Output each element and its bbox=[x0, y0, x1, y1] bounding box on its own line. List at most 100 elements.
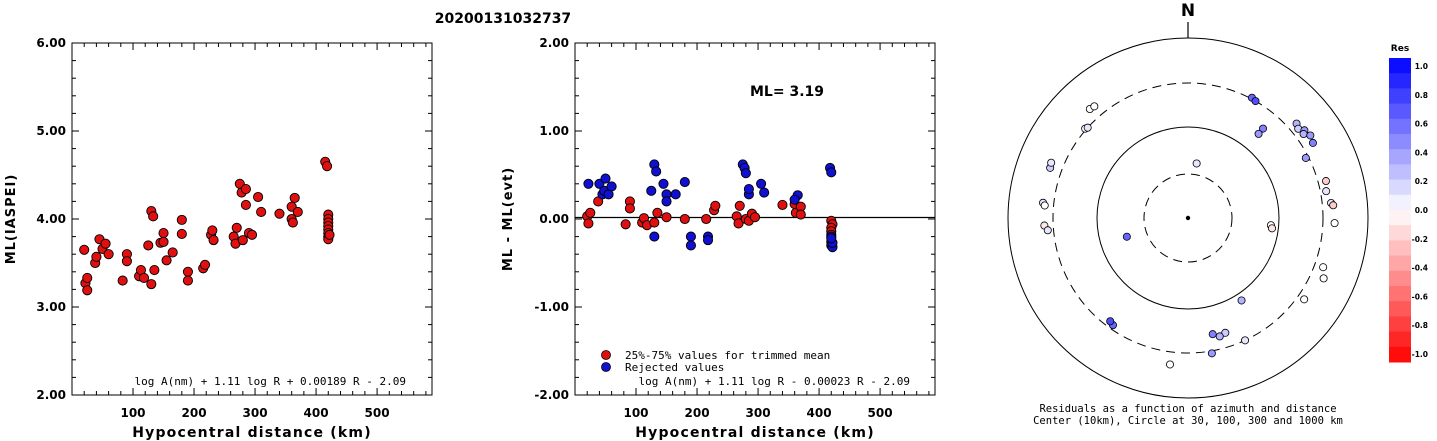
station-marker bbox=[1040, 201, 1049, 210]
data-point-series-0 bbox=[274, 208, 285, 219]
station-marker bbox=[1300, 295, 1309, 304]
colorbar-cell bbox=[1389, 255, 1411, 272]
station-marker bbox=[1322, 187, 1331, 196]
data-point-series-0 bbox=[161, 255, 172, 266]
data-point-series-0 bbox=[734, 200, 745, 211]
colorbar-tick-label: 0.0 bbox=[1415, 206, 1428, 215]
data-point-series-0 bbox=[240, 184, 251, 195]
data-point-series-1 bbox=[600, 173, 611, 184]
plot1-points bbox=[79, 156, 335, 296]
data-point-series-1 bbox=[649, 231, 660, 242]
colorbar-cell bbox=[1389, 346, 1411, 363]
data-point-series-1 bbox=[651, 166, 662, 177]
data-point-series-1 bbox=[670, 189, 681, 200]
colorbar-tick-label: 1.0 bbox=[1415, 62, 1428, 71]
station-marker bbox=[1319, 274, 1328, 283]
station-marker bbox=[1319, 263, 1328, 272]
data-point-series-0 bbox=[207, 225, 218, 236]
data-point-series-0 bbox=[117, 275, 128, 286]
colorbar-tick-label: -0.8 bbox=[1412, 321, 1428, 330]
colorbar-tick-label: -0.4 bbox=[1412, 264, 1428, 273]
y-tick-label: 3.00 bbox=[36, 300, 66, 314]
station-marker bbox=[1237, 296, 1246, 305]
data-point-series-0 bbox=[176, 228, 187, 240]
azimuth-caption-line2: Center (10km), Circle at 30, 100, 300 an… bbox=[1033, 415, 1343, 427]
colorbar-tick-label: -1.0 bbox=[1412, 350, 1428, 359]
y-tick-label: 2.00 bbox=[36, 388, 66, 402]
station-marker bbox=[1215, 332, 1224, 341]
colorbar-cell bbox=[1389, 240, 1411, 257]
colorbar-ticks: 1.0 0.8 0.6 0.4 0.2 0.0 -0.2 -0.4 -0.6 -0.8 -1.0 bbox=[1412, 62, 1428, 359]
colorbar-cell bbox=[1389, 149, 1411, 165]
colorbar-cell bbox=[1389, 103, 1411, 120]
data-point-series-1 bbox=[685, 231, 696, 242]
x-tick-label: 400 bbox=[304, 406, 329, 420]
colorbar-tick-label: -0.6 bbox=[1412, 292, 1428, 301]
data-point-series-1 bbox=[702, 235, 714, 246]
data-point-series-0 bbox=[148, 211, 159, 222]
plot1-ticks: 2.00 3.00 4.00 5.00 6.00 100 200 300 400 500 bbox=[36, 36, 432, 420]
station-marker bbox=[1259, 124, 1268, 133]
x-tick-label: 100 bbox=[120, 406, 145, 420]
data-point-series-0 bbox=[103, 249, 114, 260]
legend-label-rejected: Rejected values bbox=[625, 361, 724, 374]
colorbar-cells bbox=[1389, 58, 1411, 363]
data-point-series-0 bbox=[701, 213, 712, 225]
plot2-ml-annotation: ML= 3.19 bbox=[750, 84, 824, 100]
magnitude-vs-distance-plot: 2.00 3.00 4.00 5.00 6.00 100 200 300 400 500 log … bbox=[4, 36, 433, 441]
data-point-series-0 bbox=[289, 192, 300, 203]
station-marker bbox=[1106, 317, 1115, 326]
data-point-series-0 bbox=[176, 214, 187, 225]
data-point-series-0 bbox=[324, 229, 335, 240]
y-tick-label: 1.00 bbox=[539, 124, 569, 138]
data-point-series-0 bbox=[143, 240, 154, 251]
data-point-series-1 bbox=[756, 178, 767, 189]
data-point-series-0 bbox=[652, 207, 663, 218]
station-markers bbox=[1039, 93, 1339, 369]
data-point-series-0 bbox=[749, 212, 761, 223]
x-tick-label: 500 bbox=[868, 406, 893, 420]
residual-colorbar: Res 1.0 0.8 0.6 0.4 0.2 0.0 -0.2 -0.4 -0.6 -0.8 -1… bbox=[1389, 44, 1428, 363]
data-point-series-0 bbox=[777, 199, 788, 210]
data-point-series-0 bbox=[661, 212, 672, 223]
ring-100km bbox=[1096, 126, 1280, 310]
colorbar-tick-label: -0.2 bbox=[1412, 235, 1428, 244]
data-point-series-0 bbox=[624, 203, 635, 214]
data-point-series-0 bbox=[167, 247, 178, 258]
data-point-series-0 bbox=[100, 238, 111, 249]
station-marker bbox=[1308, 138, 1317, 147]
station-marker bbox=[1251, 97, 1260, 106]
data-point-series-0 bbox=[240, 199, 251, 210]
colorbar-tick-label: 0.8 bbox=[1415, 91, 1428, 100]
colorbar-title: Res bbox=[1391, 44, 1409, 54]
data-point-series-1 bbox=[658, 178, 669, 189]
data-point-series-0 bbox=[91, 251, 102, 262]
plot1-xlabel: Hypocentral distance (km) bbox=[132, 425, 372, 441]
data-point-series-0 bbox=[585, 207, 596, 218]
plot2-ticks: -2.00 -1.00 0.00 1.00 2.00 100 200 300 400 500 bbox=[534, 36, 935, 420]
y-tick-label: 0.00 bbox=[539, 212, 569, 226]
station-marker bbox=[1166, 360, 1175, 369]
plot1-formula: log A(nm) + 1.11 log R + 0.00189 R - 2.0… bbox=[134, 375, 406, 388]
colorbar-cell bbox=[1389, 164, 1411, 181]
data-point-series-0 bbox=[79, 244, 90, 255]
station-marker bbox=[1306, 131, 1315, 140]
y-tick-label: 6.00 bbox=[36, 36, 66, 50]
data-point-series-0 bbox=[82, 272, 93, 284]
north-label: N bbox=[1181, 1, 1195, 21]
station-marker bbox=[1321, 177, 1330, 186]
colorbar-cell bbox=[1389, 118, 1411, 135]
data-point-series-0 bbox=[292, 206, 303, 218]
x-tick-label: 200 bbox=[685, 406, 710, 420]
station-marker bbox=[1043, 226, 1052, 235]
data-point-series-1 bbox=[661, 196, 672, 207]
station-marker bbox=[1254, 129, 1263, 138]
data-point-series-1 bbox=[740, 168, 751, 179]
plot2-formula: log A(nm) + 1.11 log R - 0.00023 R - 2.0… bbox=[638, 375, 910, 388]
colorbar-tick-label: 0.6 bbox=[1415, 120, 1428, 129]
station-marker bbox=[1299, 130, 1308, 139]
data-point-series-1 bbox=[759, 187, 770, 198]
x-tick-label: 400 bbox=[807, 406, 832, 420]
data-point-series-0 bbox=[182, 275, 193, 286]
